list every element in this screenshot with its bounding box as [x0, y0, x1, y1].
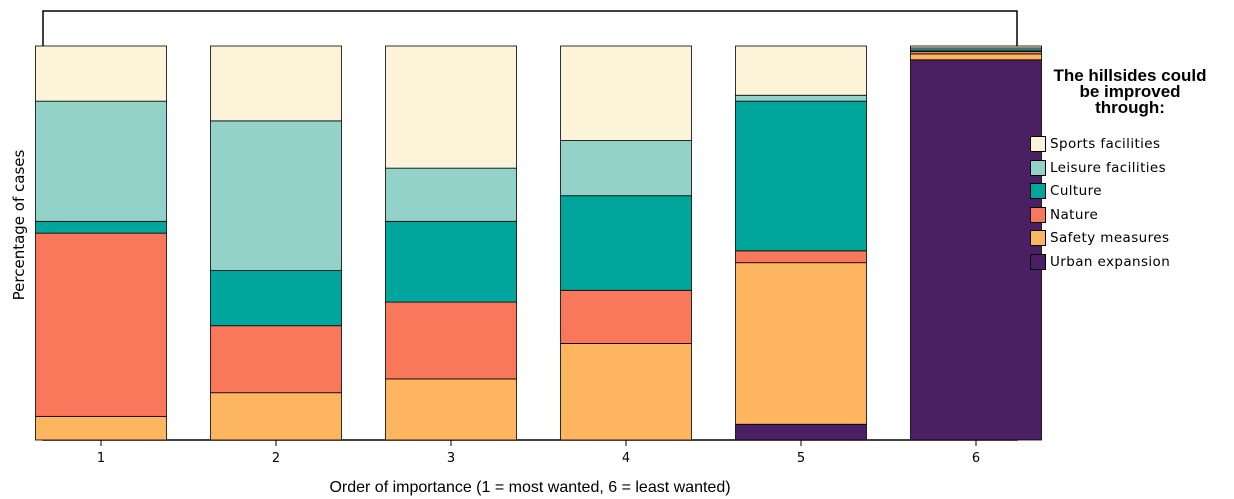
legend-label: Nature [1050, 206, 1099, 223]
legend-title-line: through: [1095, 98, 1165, 117]
x-tick-label: 2 [272, 451, 280, 466]
bar-segment-leisure-facilities [560, 140, 692, 197]
legend-label: Safety measures [1050, 230, 1170, 246]
bars-group [35, 45, 1042, 441]
bar-stack-1 [35, 45, 167, 441]
legend: The hillsides could be improved through:… [1030, 66, 1230, 276]
bar-stack-4 [560, 45, 692, 441]
bar-segment-culture [560, 195, 692, 291]
legend-item-urban-expansion: Urban expansion [1030, 252, 1230, 276]
bar-segment-leisure-facilities [210, 120, 342, 271]
legend-item-sports-facilities: Sports facilities [1030, 134, 1230, 158]
bar-segment-culture [385, 220, 517, 303]
bar-stack-5 [735, 45, 867, 441]
bar-segment-sports-facilities [560, 45, 692, 141]
x-tick-label: 4 [622, 451, 630, 466]
legend-label: Urban expansion [1050, 253, 1171, 270]
bar-segment-sports-facilities [35, 45, 167, 102]
legend-item-leisure-facilities: Leisure facilities [1030, 158, 1230, 182]
bar-segment-urban-expansion [735, 423, 867, 441]
x-ticks-group: 1 2 3 4 5 6 [97, 440, 980, 466]
bar-segment-sports-facilities [210, 45, 342, 122]
bar-segment-sports-facilities [910, 45, 1042, 49]
legend-swatch [1030, 136, 1046, 152]
x-tick-label: 6 [972, 451, 980, 466]
bar-segment-safety-measures [385, 378, 517, 441]
y-axis-label: Percentage of cases [10, 149, 28, 300]
legend-label: Culture [1050, 183, 1102, 199]
bar-segment-culture [210, 270, 342, 327]
bar-segment-nature [735, 250, 867, 264]
legend-item-culture: Culture [1030, 181, 1230, 205]
x-axis-label: Order of importance (1 = most wanted, 6 … [329, 479, 730, 496]
bar-segment-culture [35, 220, 167, 234]
x-tick-label: 3 [447, 451, 455, 466]
x-tick-label: 5 [797, 451, 805, 466]
bar-segment-nature [210, 325, 342, 394]
bar-stack-6 [910, 45, 1042, 441]
legend-swatch [1030, 253, 1046, 270]
bar-segment-safety-measures [560, 343, 692, 441]
bar-segment-safety-measures [910, 53, 1042, 61]
bar-segment-leisure-facilities [735, 94, 867, 102]
bar-segment-nature [560, 289, 692, 344]
bar-segment-culture [735, 100, 867, 252]
bar-segment-safety-measures [735, 262, 867, 425]
bar-segment-sports-facilities [735, 45, 867, 96]
legend-label: Leisure facilities [1050, 159, 1167, 176]
legend-item-nature: Nature [1030, 205, 1230, 229]
legend-swatch [1030, 230, 1046, 246]
bar-segment-safety-measures [210, 392, 342, 441]
plot-frame [42, 10, 1018, 441]
bar-segment-nature [35, 232, 167, 417]
legend-title: The hillsides could be improved through: [1030, 66, 1230, 117]
bar-stack-3 [385, 45, 517, 441]
bar-segment-leisure-facilities [35, 100, 167, 222]
legend-title-line: The hillsides could [1053, 66, 1207, 85]
bar-segment-leisure-facilities [385, 167, 517, 222]
x-tick-label: 1 [97, 451, 105, 466]
bar-segment-urban-expansion [910, 59, 1042, 441]
bar-segment-sports-facilities [385, 45, 517, 169]
legend-swatch [1030, 206, 1046, 223]
legend-item-safety-measures: Safety measures [1030, 228, 1230, 252]
bar-stack-2 [210, 45, 342, 441]
legend-swatch [1030, 183, 1046, 199]
legend-swatch [1030, 159, 1046, 176]
legend-label: Sports facilities [1050, 136, 1161, 152]
bar-segment-nature [385, 301, 517, 380]
legend-title-line: be improved [1079, 82, 1181, 101]
bar-segment-safety-measures [35, 415, 167, 441]
